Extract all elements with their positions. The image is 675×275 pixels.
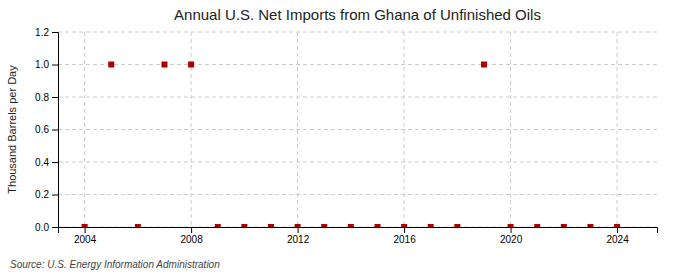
point	[428, 224, 434, 227]
point	[108, 62, 114, 68]
x-tick-mark	[191, 227, 192, 233]
y-tick-mark	[52, 97, 58, 98]
point	[82, 224, 88, 227]
y-tick-label: 1.2	[35, 27, 49, 38]
y-tick-label: 1.0	[35, 59, 49, 70]
x-tick: 2024	[606, 227, 629, 245]
x-tick-mark	[85, 227, 86, 233]
x-grid-line	[297, 32, 298, 227]
y-tick-label: 0.8	[35, 92, 49, 103]
point	[135, 224, 141, 227]
x-grid-line	[191, 32, 192, 227]
point	[321, 224, 327, 227]
y-grid-line	[58, 162, 657, 163]
x-tick: 2004	[74, 227, 97, 245]
x-grid-line	[617, 32, 618, 227]
point	[268, 224, 274, 227]
y-tick: 0.2	[35, 189, 58, 200]
source: Source: U.S. Energy Information Administ…	[10, 259, 220, 270]
x-axis: 2004 2008 2012 2016 2020 2024	[59, 227, 658, 245]
point	[614, 224, 620, 227]
point	[561, 224, 567, 227]
x-tick-label: 2004	[74, 234, 97, 245]
x-tick: 2012	[287, 227, 310, 245]
x-tick: 2020	[500, 227, 523, 245]
y-tick: 0.6	[35, 124, 58, 135]
chart: 2004 2008 2012 2016 2020 2024 0.0 0.2 0.4 0.6 0.8 1…	[0, 0, 675, 275]
y-tick: 0.0	[35, 222, 58, 233]
y-grid-line	[58, 97, 657, 98]
point	[534, 224, 540, 227]
y-tick-label: 0.4	[35, 157, 49, 168]
y-tick-mark	[52, 32, 58, 33]
y-axis-line	[52, 33, 59, 228]
x-tick-mark	[617, 227, 618, 233]
point	[508, 224, 514, 227]
y-tick-label: 0.0	[35, 222, 49, 233]
y-tick-mark	[52, 130, 58, 131]
title: Annual U.S. Net Imports from Ghana of Un…	[174, 6, 541, 23]
x-tick-label: 2016	[393, 234, 416, 245]
y-tick-mark	[52, 65, 58, 66]
y-tick-mark	[52, 162, 58, 163]
points	[82, 62, 620, 228]
x-tick-mark	[298, 227, 299, 233]
y-axis-title: Thousand Barrels per Day	[6, 65, 18, 194]
x-tick-mark	[511, 227, 512, 233]
x-tick-label: 2020	[500, 234, 523, 245]
point	[295, 224, 301, 227]
x-tick-label: 2024	[606, 234, 629, 245]
y-axis: 0.0 0.2 0.4 0.6 0.8 1.0 1.2	[35, 27, 58, 233]
point	[215, 224, 221, 227]
x-axis-line	[59, 228, 658, 234]
x-tick-label: 2008	[180, 234, 203, 245]
x-grid-line	[84, 32, 85, 227]
point	[348, 224, 354, 227]
point	[188, 62, 194, 68]
point	[241, 224, 247, 227]
x-tick: 2008	[180, 227, 203, 245]
y-tick: 1.2	[35, 27, 58, 38]
y-grid-line	[58, 64, 657, 65]
y-tick-mark	[52, 195, 58, 196]
point	[454, 224, 460, 227]
y-tick-label: 0.6	[35, 124, 49, 135]
y-tick: 1.0	[35, 59, 58, 70]
y-grid-line	[58, 32, 657, 33]
y-tick-label: 0.2	[35, 189, 49, 200]
y-grid-line	[58, 129, 657, 130]
point	[374, 224, 380, 227]
point	[401, 224, 407, 227]
y-tick: 0.4	[35, 157, 58, 168]
plot-area: 2004 2008 2012 2016 2020 2024 0.0 0.2 0.4 0.6 0.8 1…	[35, 27, 657, 245]
x-tick-label: 2012	[287, 234, 310, 245]
x-grid-line	[510, 32, 511, 227]
y-tick: 0.8	[35, 92, 58, 103]
y-grid-line	[58, 194, 657, 195]
point	[481, 62, 487, 68]
x-grid-line	[404, 32, 405, 227]
x-tick-mark	[404, 227, 405, 233]
point	[587, 224, 593, 227]
grid	[58, 32, 657, 227]
point	[161, 62, 167, 68]
y-tick-mark	[52, 227, 58, 228]
x-tick: 2016	[393, 227, 416, 245]
